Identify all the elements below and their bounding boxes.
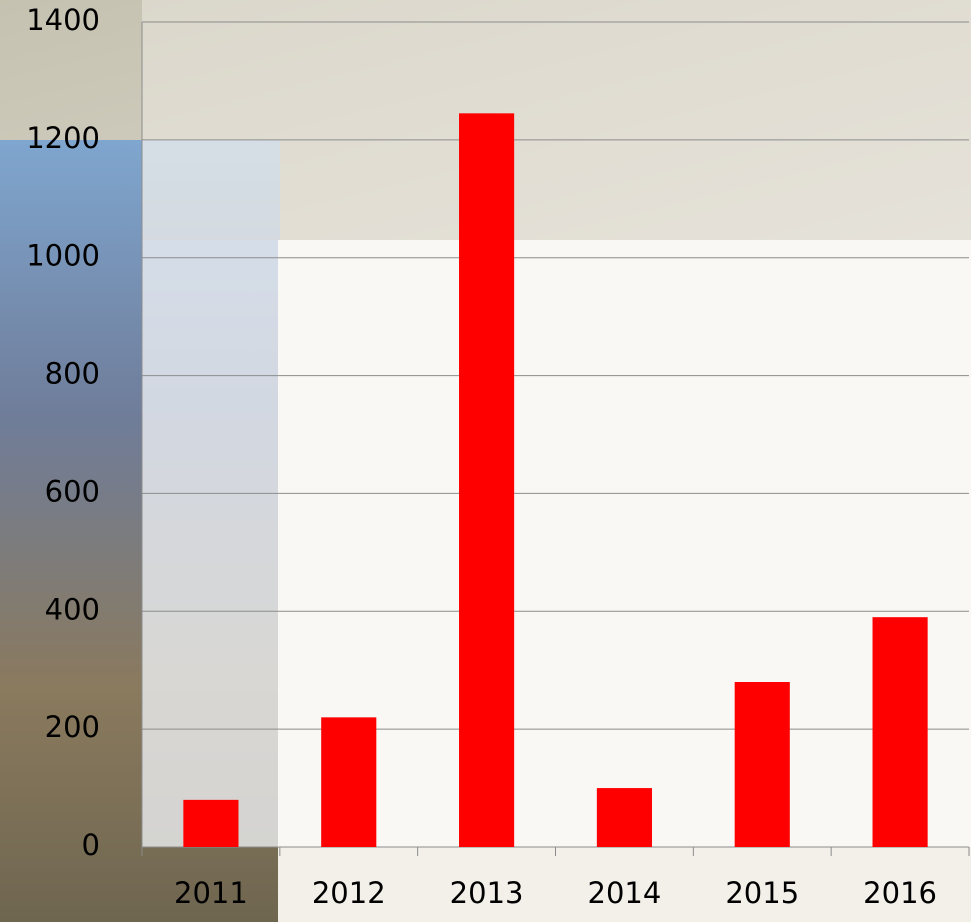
x-tick-label: 2013 — [450, 876, 524, 910]
y-tick-label: 200 — [45, 710, 100, 744]
bar — [321, 717, 376, 847]
y-tick-label: 800 — [45, 357, 100, 391]
bar — [183, 800, 238, 847]
x-tick-label: 2014 — [588, 876, 662, 910]
chart: 0 200 400 600 800 1000 1200 1400 2011 2012 2013 201… — [0, 0, 971, 922]
bar — [873, 617, 928, 847]
x-tick-label: 2011 — [174, 876, 248, 910]
x-tick-label: 2015 — [725, 876, 799, 910]
bar — [459, 113, 514, 847]
y-tick-label: 1400 — [26, 3, 100, 37]
bar — [597, 788, 652, 847]
y-tick-label: 0 — [82, 828, 100, 862]
x-tick-label: 2012 — [312, 876, 386, 910]
y-tick-label: 600 — [45, 474, 100, 508]
bar — [735, 682, 790, 847]
y-tick-label: 1000 — [26, 239, 100, 273]
x-tick-label: 2016 — [863, 876, 937, 910]
y-tick-label: 400 — [45, 592, 100, 626]
y-tick-label: 1200 — [26, 121, 100, 155]
